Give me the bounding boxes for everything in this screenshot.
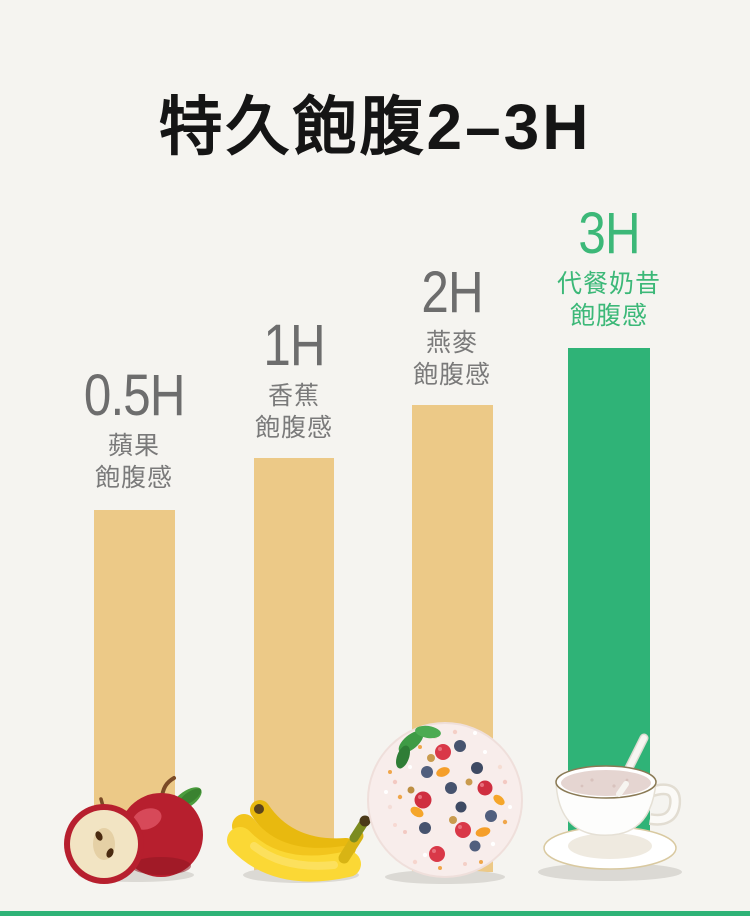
page-title: 特久飽腹2–3H (158, 91, 592, 163)
apple-icon (58, 770, 208, 885)
column-label-oats: 2H 燕麥 飽腹感 (362, 264, 542, 391)
bottom-white-strip (0, 916, 750, 918)
duration-label: 0.5H (83, 363, 186, 428)
milkshake-cup-icon (522, 722, 697, 887)
satiety-text: 飽腹感 (94, 463, 173, 492)
food-name-label: 香蕉 飽腹感 (204, 381, 384, 444)
satiety-text: 飽腹感 (412, 360, 491, 389)
satiety-text: 飽腹感 (254, 413, 333, 442)
food-name-label: 蘋果 飽腹感 (44, 431, 224, 494)
duration-label: 2H (421, 260, 483, 325)
food-name: 蘋果 (107, 432, 160, 460)
food-name: 燕麥 (425, 329, 478, 357)
duration-label: 3H (578, 201, 640, 266)
food-name-label: 燕麥 飽腹感 (362, 328, 542, 391)
column-label-milkshake: 3H 代餐奶昔 飽腹感 (519, 205, 699, 332)
duration-label: 1H (263, 313, 325, 378)
satiety-text: 飽腹感 (569, 301, 648, 330)
food-name-label: 代餐奶昔 飽腹感 (519, 269, 699, 332)
column-label-banana: 1H 香蕉 飽腹感 (204, 317, 384, 444)
bottom-divider (0, 911, 750, 916)
food-name: 代餐奶昔 (556, 270, 661, 298)
column-label-apple: 0.5H 蘋果 飽腹感 (44, 367, 224, 494)
oat-bowl-icon (365, 712, 525, 887)
satiety-bar-banana (254, 458, 334, 872)
food-name: 香蕉 (267, 382, 320, 410)
banana-icon (226, 766, 376, 886)
